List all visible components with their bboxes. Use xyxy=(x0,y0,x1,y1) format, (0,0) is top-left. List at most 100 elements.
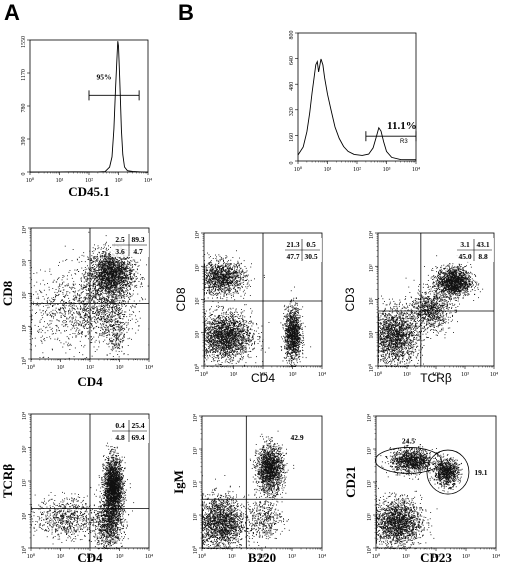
event-dot xyxy=(106,298,107,299)
event-dot xyxy=(129,282,131,283)
event-dot xyxy=(129,268,131,270)
event-dot xyxy=(131,277,133,279)
event-dot xyxy=(108,274,109,275)
event-dot xyxy=(92,327,94,329)
event-dot xyxy=(128,329,129,331)
event-dot xyxy=(106,256,108,258)
event-dot xyxy=(125,258,127,260)
event-dot xyxy=(102,295,104,297)
event-dot xyxy=(91,299,93,301)
event-dot xyxy=(229,290,231,292)
event-dot xyxy=(107,321,109,323)
event-dot xyxy=(231,297,232,299)
event-dot xyxy=(210,265,211,267)
event-dot xyxy=(56,329,58,331)
event-dot xyxy=(76,322,78,324)
event-dot xyxy=(103,278,105,280)
event-dot xyxy=(111,313,113,315)
event-dot xyxy=(131,270,133,272)
event-dot xyxy=(114,257,116,259)
event-dot xyxy=(87,256,89,258)
event-dot xyxy=(114,318,116,320)
event-dot xyxy=(104,302,106,304)
event-dot xyxy=(106,326,108,328)
event-dot xyxy=(108,253,110,254)
event-dot xyxy=(120,265,122,267)
event-dot xyxy=(72,333,74,334)
event-dot xyxy=(108,258,110,259)
event-dot xyxy=(215,271,216,273)
event-dot xyxy=(93,283,95,284)
event-dot xyxy=(106,286,108,287)
event-dot xyxy=(237,265,239,267)
event-dot xyxy=(218,263,219,264)
event-dot xyxy=(106,292,108,294)
event-dot xyxy=(63,325,64,327)
event-dot xyxy=(111,280,113,281)
event-dot xyxy=(112,311,114,313)
event-dot xyxy=(41,342,43,344)
event-dot xyxy=(123,316,125,318)
event-dot xyxy=(121,328,123,330)
event-dot xyxy=(216,278,218,280)
event-dot xyxy=(95,269,97,271)
event-dot xyxy=(117,291,118,293)
event-dot xyxy=(111,285,113,287)
event-dot xyxy=(104,339,106,341)
event-dot xyxy=(108,305,110,306)
event-dot xyxy=(115,287,117,289)
event-dot xyxy=(115,283,117,285)
event-dot xyxy=(214,274,215,276)
event-dot xyxy=(224,284,226,286)
event-dot xyxy=(88,293,89,294)
event-dot xyxy=(204,264,205,266)
event-dot xyxy=(126,274,127,275)
event-dot xyxy=(134,276,136,278)
event-dot xyxy=(120,281,122,283)
event-dot xyxy=(36,303,38,305)
event-dot xyxy=(96,272,98,273)
event-dot xyxy=(96,292,98,294)
event-dot xyxy=(96,299,98,301)
event-dot xyxy=(93,316,95,318)
y-tick-label: 10³ xyxy=(195,264,201,272)
event-dot xyxy=(123,274,125,276)
event-dot xyxy=(98,272,100,274)
event-dot xyxy=(123,336,124,338)
event-dot xyxy=(122,272,124,274)
event-dot xyxy=(225,279,227,281)
y-tick-label: 320 xyxy=(289,107,295,116)
event-dot xyxy=(60,316,62,318)
event-dot xyxy=(87,316,89,318)
event-dot xyxy=(96,294,98,296)
event-dot xyxy=(78,332,79,333)
event-dot xyxy=(117,333,119,335)
event-dot xyxy=(85,292,87,294)
event-dot xyxy=(127,301,129,303)
event-dot xyxy=(56,292,58,294)
event-dot xyxy=(116,280,118,282)
event-dot xyxy=(44,284,46,286)
event-dot xyxy=(105,270,106,272)
event-dot xyxy=(71,287,73,289)
event-dot xyxy=(80,316,82,318)
event-dot xyxy=(101,264,103,266)
event-dot xyxy=(215,254,216,256)
event-dot xyxy=(106,261,107,262)
event-dot xyxy=(235,271,237,273)
event-dot xyxy=(125,283,127,285)
event-dot xyxy=(47,283,48,284)
event-dot xyxy=(111,267,113,269)
event-dot xyxy=(114,257,116,258)
event-dot xyxy=(88,288,90,290)
event-dot xyxy=(135,262,137,263)
event-dot xyxy=(133,269,135,271)
event-dot xyxy=(117,354,119,355)
event-dot xyxy=(99,278,101,280)
event-dot xyxy=(63,343,65,345)
event-dot xyxy=(118,277,120,279)
event-dot xyxy=(208,254,210,256)
event-dot xyxy=(83,270,84,271)
event-dot xyxy=(225,286,227,288)
event-dot xyxy=(118,343,120,345)
